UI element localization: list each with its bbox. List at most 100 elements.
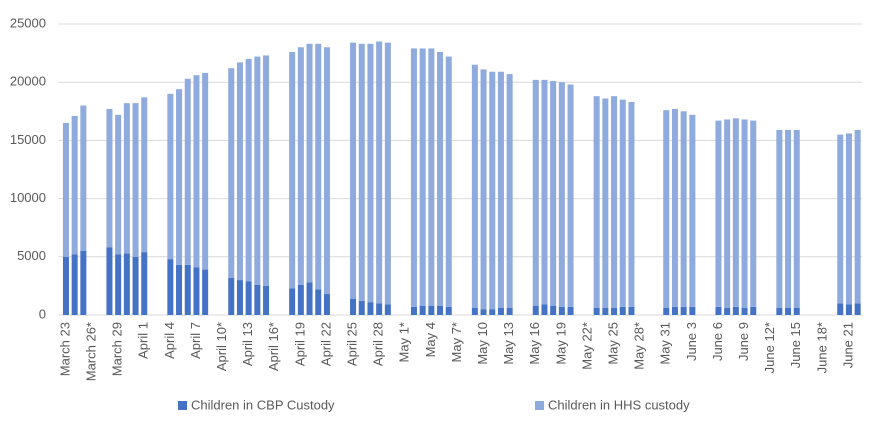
bar-segment xyxy=(611,308,618,315)
bar-segment xyxy=(80,250,87,315)
bar-segment xyxy=(776,129,783,309)
bar-segment xyxy=(410,306,417,315)
x-tick-label: May 28* xyxy=(632,322,647,370)
bar-segment xyxy=(263,285,270,315)
x-tick-label: June 18* xyxy=(814,322,829,373)
bar-segment xyxy=(593,96,600,309)
bar-segment xyxy=(489,309,496,315)
bar-segment xyxy=(71,115,78,255)
x-tick-label: May 13 xyxy=(501,322,516,365)
bar-segment xyxy=(62,122,69,257)
y-tick-label: 0 xyxy=(39,306,46,321)
x-tick-label: May 10 xyxy=(475,322,490,365)
bar-segment xyxy=(254,56,261,285)
bar-segment xyxy=(567,84,574,307)
bar-segment xyxy=(184,264,191,315)
bar-segment xyxy=(193,75,200,268)
x-tick-label: May 1* xyxy=(397,322,412,362)
bar-segment xyxy=(176,89,183,265)
bar-segment xyxy=(350,42,357,299)
bar-segment xyxy=(750,120,757,307)
bar-segment xyxy=(297,284,304,315)
x-tick-label: June 12* xyxy=(762,322,777,373)
bar-segment xyxy=(384,304,391,315)
bar-segment xyxy=(315,289,322,315)
bar-segment xyxy=(837,303,844,315)
x-tick-label: March 23 xyxy=(57,322,72,376)
x-tick-label: April 10* xyxy=(214,322,229,371)
x-tick-label: May 19 xyxy=(553,322,568,365)
bar-segment xyxy=(741,308,748,315)
y-tick-label: 10000 xyxy=(10,190,46,205)
bar-segment xyxy=(141,252,148,315)
bar-segment xyxy=(619,99,626,307)
bar-segment xyxy=(123,103,130,254)
legend-label: Children in CBP Custody xyxy=(191,397,335,412)
bar-segment xyxy=(471,308,478,315)
bar-segment xyxy=(176,264,183,315)
bar-segment xyxy=(115,254,122,315)
bar-segment xyxy=(671,108,678,307)
bar-segment xyxy=(611,96,618,309)
bar-segment xyxy=(367,302,374,315)
bar-segment xyxy=(297,47,304,285)
bar-segment xyxy=(558,82,565,307)
bar-segment xyxy=(367,43,374,303)
bar-segment xyxy=(550,81,557,306)
bar-segment xyxy=(228,68,235,278)
bar-segment xyxy=(193,267,200,315)
bar-segment xyxy=(715,306,722,315)
bar-segment xyxy=(854,303,861,315)
bar-segment xyxy=(497,308,504,315)
bar-segment xyxy=(228,277,235,315)
bar-segment xyxy=(236,280,243,315)
bar-segment xyxy=(245,58,252,282)
bar-segment xyxy=(671,306,678,315)
bar-segment xyxy=(376,41,383,304)
x-tick-label: June 15 xyxy=(788,322,803,368)
bar-segment xyxy=(785,129,792,309)
x-tick-label: April 19 xyxy=(292,322,307,366)
bar-segment xyxy=(445,56,452,307)
bar-segment xyxy=(132,256,139,315)
bar-segment xyxy=(506,308,513,315)
bar-segment xyxy=(689,306,696,315)
bar-segment xyxy=(410,48,417,307)
x-tick-label: May 31 xyxy=(658,322,673,365)
bar-segment xyxy=(384,42,391,305)
bar-segment xyxy=(506,74,513,309)
bar-segment xyxy=(167,93,174,260)
bar-segment xyxy=(837,134,844,304)
bar-segment xyxy=(663,110,670,309)
bar-segment xyxy=(236,62,243,281)
bar-segment xyxy=(184,78,191,265)
x-tick-label: April 16* xyxy=(266,322,281,371)
bar-segment xyxy=(350,298,357,315)
bar-segment xyxy=(845,304,852,315)
bar-segment xyxy=(358,43,365,302)
x-tick-label: April 4 xyxy=(162,322,177,359)
bar-segment xyxy=(680,111,687,307)
legend-label: Children in HHS custody xyxy=(548,397,690,412)
bar-segment xyxy=(141,97,148,253)
y-tick-label: 25000 xyxy=(10,15,46,30)
bar-segment xyxy=(628,101,635,307)
x-tick-label: April 13 xyxy=(240,322,255,366)
bar-segment xyxy=(376,303,383,315)
bar-segment xyxy=(106,247,113,315)
x-tick-label: April 1 xyxy=(136,322,151,359)
bar-segment xyxy=(724,308,731,315)
x-tick-label: March 26* xyxy=(83,322,98,381)
x-tick-label: June 9 xyxy=(736,322,751,361)
bar-segment xyxy=(715,120,722,307)
bar-segment xyxy=(602,308,609,315)
y-tick-label: 20000 xyxy=(10,74,46,89)
bar-segment xyxy=(793,129,800,309)
x-tick-label: April 28 xyxy=(371,322,386,366)
bar-segment xyxy=(419,48,426,306)
x-tick-label: June 21 xyxy=(840,322,855,368)
bar-segment xyxy=(132,103,139,257)
bar-segment xyxy=(123,253,130,315)
bar-segment xyxy=(558,306,565,315)
